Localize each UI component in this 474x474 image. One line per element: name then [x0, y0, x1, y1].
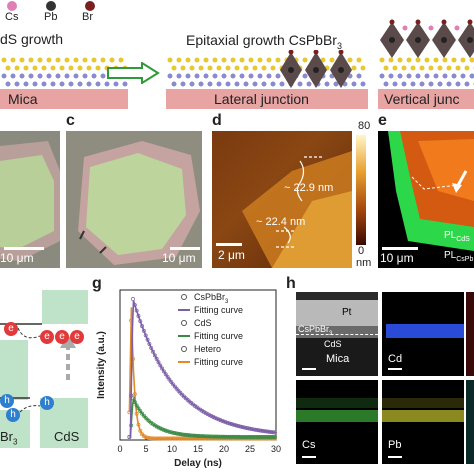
epitaxial-label: Epitaxial growth CsPbBr3	[186, 32, 342, 51]
data-point	[138, 409, 143, 414]
colorbar-bottom: 0	[358, 245, 365, 257]
y-axis-label: Intensity (a.u.)	[96, 331, 107, 399]
eds-pb-label: Pb	[388, 439, 402, 451]
eds-cspbbr-label: CsPbBr3	[298, 324, 333, 337]
eds-tem-image: Pt CsPbBr3 CdS Mica	[296, 292, 378, 376]
eds-partial-map	[466, 380, 474, 464]
legend-label: CdS	[194, 318, 212, 328]
colorbar-unit: nm	[356, 257, 372, 269]
panel-e-pl-map: PLCdS PLCsPb 10 μm	[378, 131, 474, 268]
panel-c-optical: 10 μm	[66, 131, 202, 268]
eds-partial-map	[466, 292, 474, 376]
eds-cd-label: Cd	[388, 353, 403, 365]
legend-label: Fitting curve	[194, 305, 243, 315]
decay-chart: 0 5 10 15 20 25 30 Delay (ns) Intensity (a.u.) Cs…	[96, 289, 281, 469]
afm-colorbar	[356, 135, 366, 245]
data-point	[161, 369, 166, 374]
cs-atom-icon	[7, 1, 17, 11]
cds-growth-label: dS growth	[0, 31, 64, 47]
eds-cd-map: Cd	[382, 292, 464, 376]
data-point	[165, 374, 170, 379]
eds-cds-label: CdS	[324, 339, 342, 349]
legend-label: Fitting curve	[194, 331, 243, 341]
data-point	[158, 363, 163, 368]
x-tick-label: 10	[167, 444, 177, 454]
afm-height-1: ~ 22.9 nm	[284, 182, 334, 194]
br-atom-icon	[85, 1, 95, 11]
legend-marker	[181, 320, 187, 326]
eds-cs-map: Cs	[296, 380, 378, 464]
fitting-curve	[129, 396, 276, 438]
data-point	[163, 372, 168, 377]
schematic-row: Cs Pb Br dS growth Mica Epitaxial growth…	[0, 0, 474, 112]
electron-icon: e	[40, 330, 54, 344]
cds-lattice	[1, 57, 128, 87]
band-diagram: e e e e h h h Br3 CdS	[0, 290, 88, 450]
panel-d-label: d	[212, 112, 222, 129]
panel-c-label: c	[66, 112, 75, 129]
pb-atom-icon	[46, 1, 56, 11]
mica-label: Mica	[8, 91, 38, 107]
scale-c: 10 μm	[162, 251, 196, 265]
hole-icon: h	[0, 394, 14, 408]
electron-icon: e	[4, 322, 18, 336]
atom-legend	[7, 1, 95, 11]
hole-icon: h	[40, 396, 54, 410]
eds-cs-label: Cs	[302, 439, 316, 451]
data-point	[169, 379, 174, 384]
electron-icon: e	[55, 330, 69, 344]
electron-icon: e	[70, 330, 84, 344]
x-tick-label: 15	[193, 444, 203, 454]
panel-b-optical: 10 μm	[0, 131, 60, 268]
data-point	[131, 297, 135, 301]
panel-e-label: e	[378, 112, 387, 129]
eds-pb-map: Pb	[382, 380, 464, 464]
x-tick-label: 5	[143, 444, 148, 454]
x-axis-label: Delay (ns)	[174, 458, 222, 469]
panel-d-afm: ~ 22.9 nm ~ 22.4 nm 2 μm	[212, 131, 352, 268]
panel-g-label: g	[92, 275, 102, 292]
lateral-lattice	[167, 50, 366, 88]
vertical-junction-label: Vertical junc	[384, 91, 460, 107]
x-tick-label: 20	[219, 444, 229, 454]
legend-marker	[181, 294, 187, 300]
legend-pb: Pb	[44, 11, 58, 23]
legend-br: Br	[82, 11, 93, 23]
x-tick-label: 0	[117, 444, 122, 454]
band-right-label: CdS	[54, 429, 80, 444]
mica-substrate-right	[378, 89, 474, 109]
pl-cspb-label: PLCsPb	[444, 250, 474, 264]
eds-mica-label: Mica	[326, 353, 350, 365]
legend-label: CsPbBr3	[194, 292, 229, 305]
fitting-curve	[129, 300, 277, 438]
hole-icon: h	[6, 408, 20, 422]
scale-b: 10 μm	[0, 251, 34, 265]
x-tick-label: 25	[245, 444, 255, 454]
vertical-lattice	[379, 19, 474, 87]
afm-height-2: ~ 22.4 nm	[256, 216, 306, 228]
mica-substrate-mid	[166, 89, 368, 109]
data-point	[167, 377, 172, 382]
x-tick-label: 30	[271, 444, 281, 454]
process-arrow-icon	[107, 62, 160, 84]
eds-pt-label: Pt	[342, 307, 352, 318]
pl-cds-label: PLCdS	[444, 230, 470, 244]
colorbar-top: 80	[358, 120, 371, 132]
scale-e: 10 μm	[380, 251, 414, 265]
panel-h-label: h	[286, 275, 296, 292]
lateral-junction-label: Lateral junction	[214, 91, 309, 107]
mica-substrate-left	[0, 89, 128, 109]
legend-marker	[181, 346, 187, 352]
data-point	[136, 406, 141, 411]
band-left-label: Br3	[0, 429, 18, 447]
legend-label: Hetero	[194, 344, 221, 354]
legend-label: Fitting curve	[194, 357, 243, 367]
scale-d: 2 μm	[218, 248, 245, 262]
data-point	[160, 366, 165, 371]
legend-cs: Cs	[5, 11, 19, 23]
